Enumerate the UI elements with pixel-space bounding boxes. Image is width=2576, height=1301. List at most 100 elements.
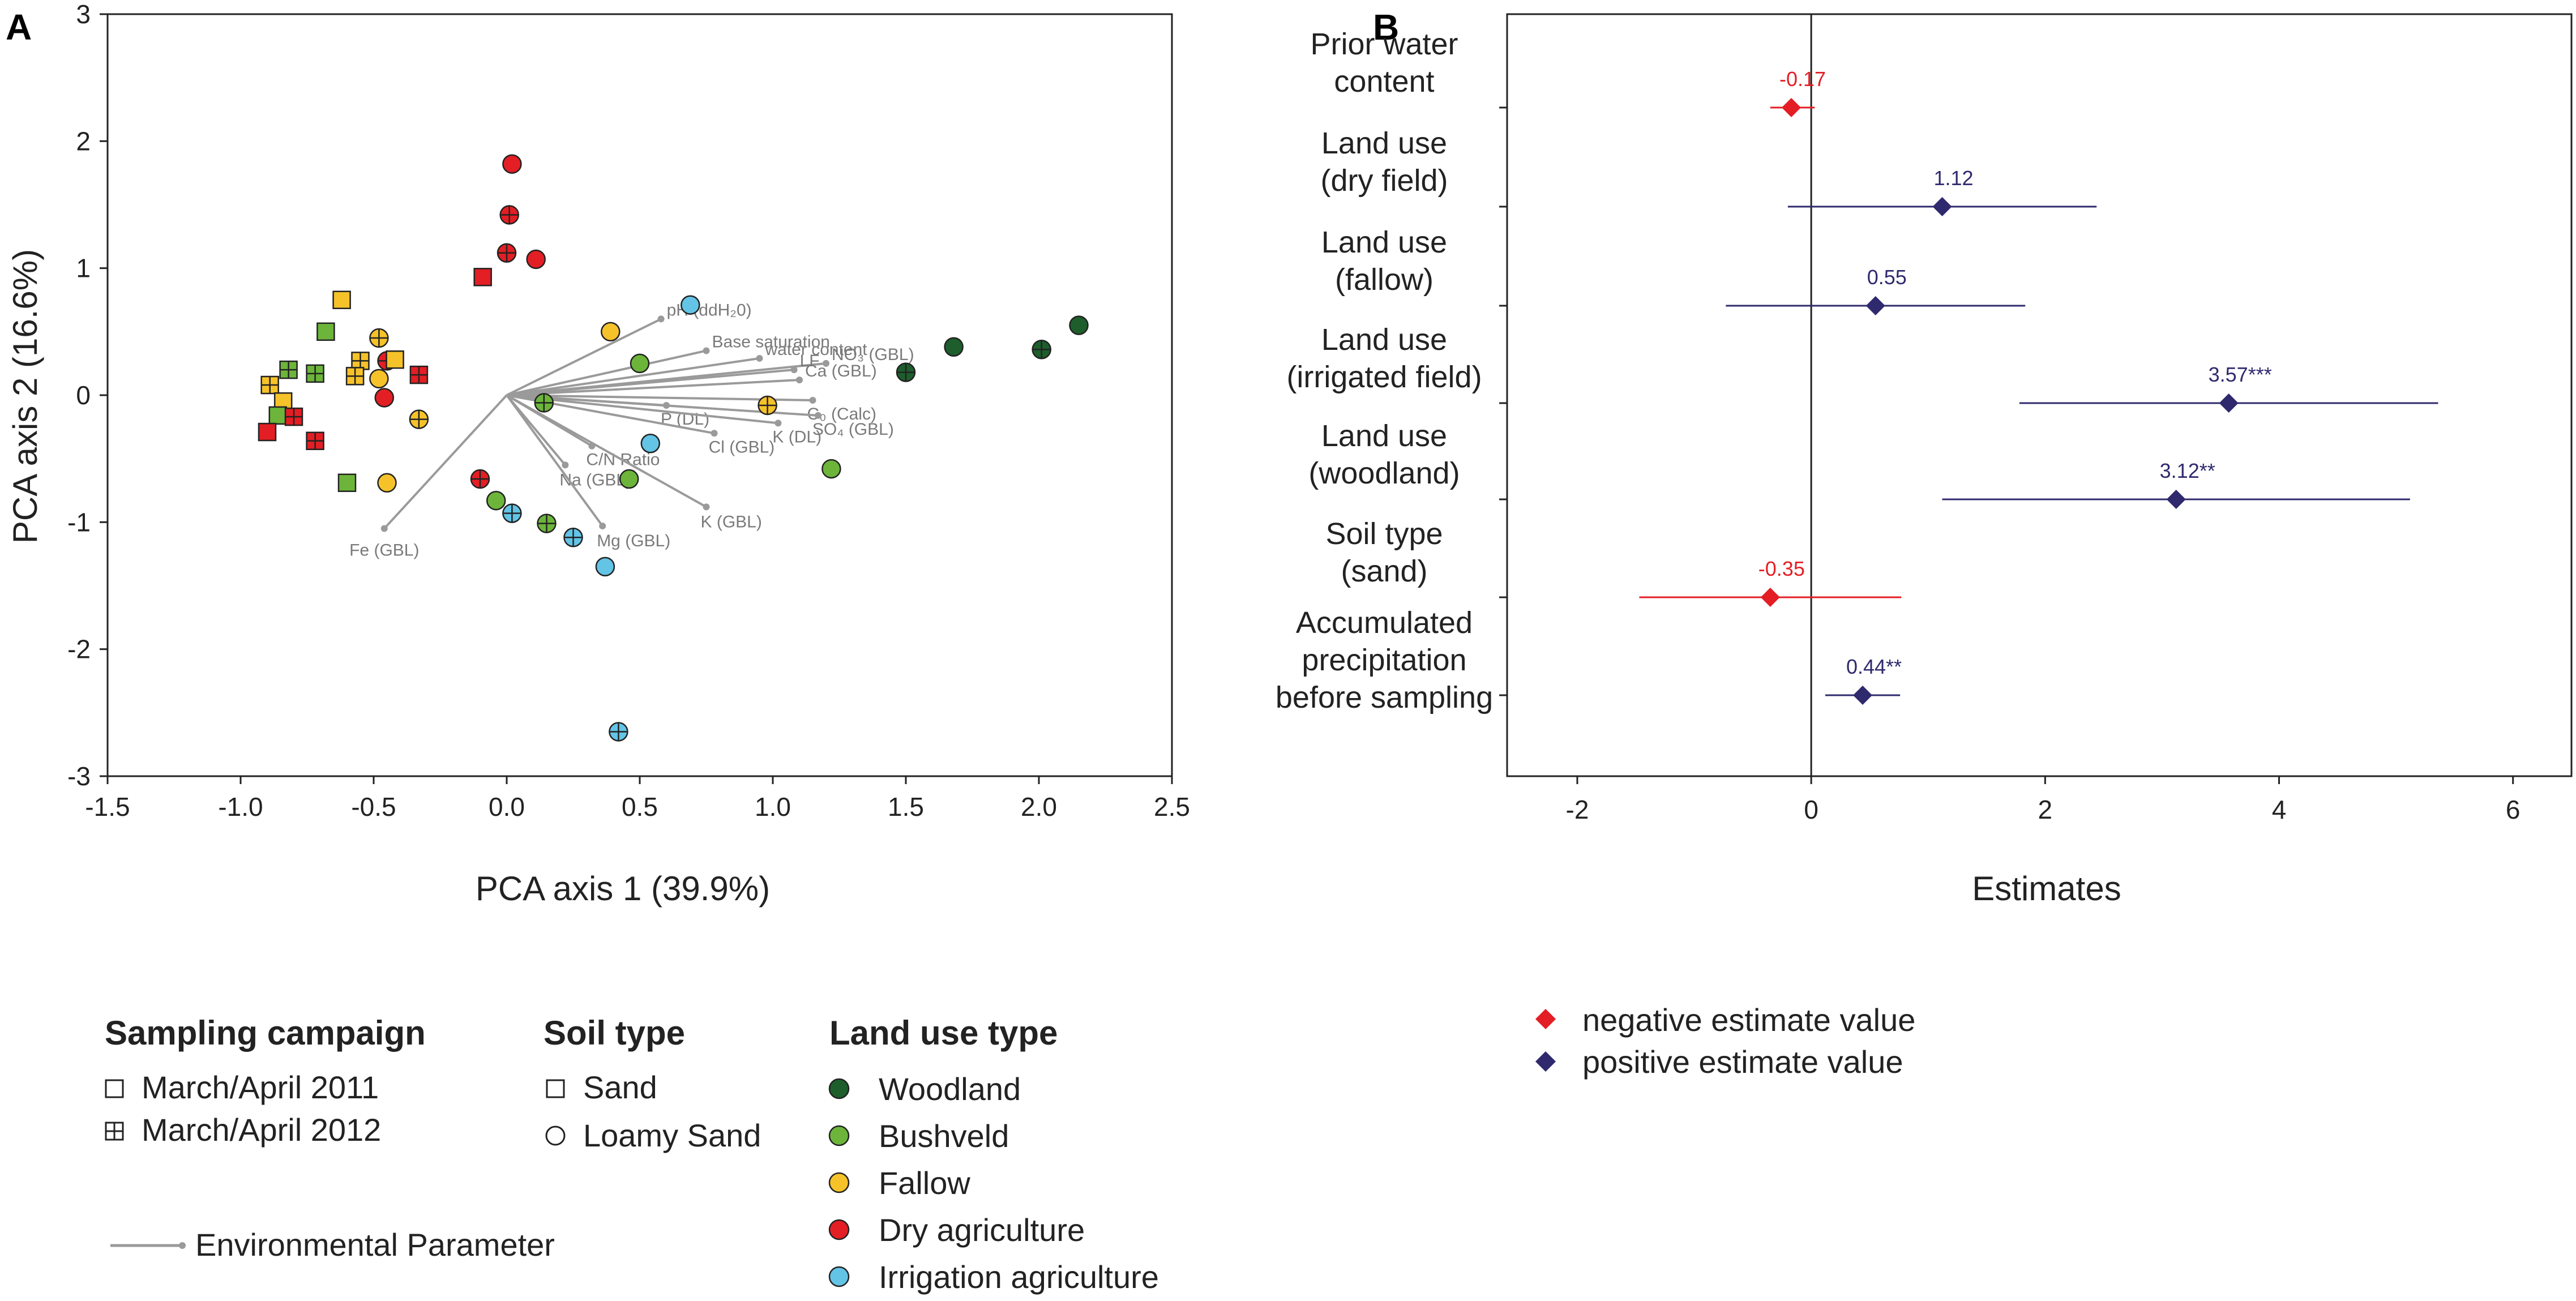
pca-point-bushveld: [534, 393, 554, 413]
estimate-row-label: before sampling: [1276, 681, 1493, 714]
env-vector-head: [380, 525, 388, 532]
panel-a-x-tick-label: 2.5: [1154, 792, 1190, 821]
panel-a-x-axis-label: PCA axis 1 (39.9%): [476, 870, 770, 908]
env-vector: [506, 394, 707, 508]
panel-b-x-axis-label: Estimates: [1972, 870, 2121, 908]
env-vector-head: [796, 376, 803, 384]
env-vector-label: Fe (GBL): [349, 541, 419, 560]
estimate-value-label: 3.57***: [2209, 363, 2272, 386]
env-vector-label: K (GBL): [701, 512, 762, 531]
estimate-row-label: Land use: [1321, 419, 1447, 453]
legend-env-arrow-icon: [110, 1242, 186, 1249]
estimate-row: Land use (fallow) 0.55: [1321, 225, 2026, 315]
panel-b-x-tick-label: 4: [2272, 795, 2287, 824]
estimate-row-label: Accumulated: [1296, 606, 1473, 640]
estimate-row: Prior water content -0.17: [1310, 27, 1826, 117]
legend-land-bushveld: Bushveld: [879, 1118, 1009, 1154]
legend-sampling-title: Sampling campaign: [105, 1014, 426, 1052]
legend-soil-sand: Sand: [583, 1069, 657, 1105]
legend-sampling-2011: March/April 2011: [142, 1069, 379, 1105]
estimate-value-label: 1.12: [1933, 166, 1973, 190]
panel-a-y-tick-label: -2: [67, 635, 91, 664]
estimate-value-label: 0.44**: [1846, 655, 1902, 678]
env-vector-head: [562, 461, 569, 469]
env-vector-label: pH (ddH₂0): [667, 301, 752, 319]
pca-point-bushveld: [268, 406, 288, 425]
pca-point-bushveld: [630, 353, 650, 374]
estimate-value-label: 3.12**: [2160, 459, 2215, 482]
env-vector-head: [599, 523, 606, 530]
env-vector-label: K (DL): [772, 427, 821, 446]
legend-sand-square-icon: [546, 1079, 565, 1098]
legend-soil-loamy-sand: Loamy Sand: [583, 1118, 761, 1153]
env-vector-head: [711, 430, 718, 437]
panel-b-x-tick-label: 2: [2038, 795, 2053, 824]
panel-a-x-tick-label: 2.0: [1021, 792, 1057, 821]
estimate-row-label: (fallow): [1335, 263, 1434, 297]
estimate-row-label: precipitation: [1302, 643, 1466, 677]
panel-a: A -1.5 -1.0 -0.5 0.0 0.5 1.0 1.5 2.0 2.5 -3 -2 -1 0 1…: [6, 0, 1190, 908]
pca-point-bushveld: [486, 490, 506, 511]
pca-point-irrigation: [640, 433, 661, 453]
legend-sampling-2012: March/April 2012: [142, 1112, 381, 1148]
pca-point-dry: [502, 154, 522, 174]
pca-point-dry: [409, 365, 429, 384]
env-vector: [506, 357, 760, 396]
estimate-diamond: [1760, 588, 1780, 607]
panel-a-x-tick-label: 0.0: [489, 792, 525, 821]
legend-negative-diamond-icon: [1535, 1009, 1556, 1029]
legend-land-dry: Dry agriculture: [879, 1212, 1085, 1248]
panel-a-points: [258, 154, 1089, 742]
pca-point-fallow: [386, 350, 404, 369]
env-vector: [383, 394, 508, 529]
pca-point-bushveld: [337, 473, 357, 493]
env-vector-head: [703, 347, 710, 354]
pca-point-fallow: [260, 375, 279, 395]
env-vector-label: NO₃ (GBL): [832, 345, 914, 364]
estimate-row-label: Land use: [1321, 323, 1447, 357]
legend-dry-circle-icon: [828, 1219, 850, 1240]
estimate-value-label: 0.55: [1867, 266, 1907, 289]
pca-point-irrigation: [595, 557, 615, 577]
pca-point-woodland: [944, 337, 964, 357]
panel-a-y-tick-label: 0: [76, 380, 91, 410]
panel-a-letter: A: [6, 7, 32, 48]
pca-point-fallow: [601, 322, 621, 342]
legend-land-items: Woodland Bushveld Fallow Dry agriculture Irr…: [828, 1071, 1159, 1295]
pca-point-dry: [473, 268, 492, 286]
env-vector: [506, 379, 800, 396]
panel-a-axes: -1.5 -1.0 -0.5 0.0 0.5 1.0 1.5 2.0 2.5 -3 -2 -1 0 1 2 3: [67, 0, 1190, 821]
panel-b-letter: B: [1373, 7, 1399, 48]
env-vector-label: Base saturation: [712, 332, 830, 351]
pca-point-irrigation: [563, 528, 583, 547]
legend-env-label: Environmental Parameter: [195, 1227, 555, 1263]
legend-land-title: Land use type: [829, 1014, 1058, 1052]
env-vector-head: [809, 396, 816, 404]
panel-a-frame: [106, 13, 1173, 777]
pca-point-bushveld: [821, 459, 841, 479]
env-vector-head: [774, 420, 782, 427]
panel-b-x-tick-label: 6: [2506, 795, 2521, 824]
estimate-diamond: [1932, 197, 1952, 216]
env-vector-label: Cl (GBL): [709, 438, 775, 456]
legend-fallow-circle-icon: [828, 1172, 850, 1193]
pca-point-fallow: [351, 352, 370, 370]
pca-point-dry: [306, 431, 324, 451]
pca-point-irrigation: [609, 722, 628, 742]
estimate-diamond: [2166, 490, 2186, 509]
estimate-diamond: [1865, 296, 1885, 315]
panel-a-x-tick-label: 1.0: [755, 792, 791, 821]
env-vector-label: SO₄ (GBL): [812, 420, 894, 439]
legend-positive-diamond-icon: [1535, 1051, 1556, 1072]
pca-point-fallow: [332, 290, 351, 309]
legend-land-woodland: Woodland: [879, 1071, 1021, 1107]
panel-b-rows: Prior water content -0.17 Land use (dry fiel…: [1276, 27, 2438, 714]
pca-point-bushveld: [537, 513, 557, 533]
panel-b-x-tick-label: -2: [1566, 795, 1589, 824]
estimate-row: Land use(irrigated field) 3.57***: [1286, 323, 2438, 413]
pca-point-bushveld: [619, 469, 639, 489]
pca-point-fallow: [409, 409, 429, 429]
pca-point-irrigation: [681, 295, 700, 315]
estimate-value-label: -0.17: [1779, 67, 1826, 91]
